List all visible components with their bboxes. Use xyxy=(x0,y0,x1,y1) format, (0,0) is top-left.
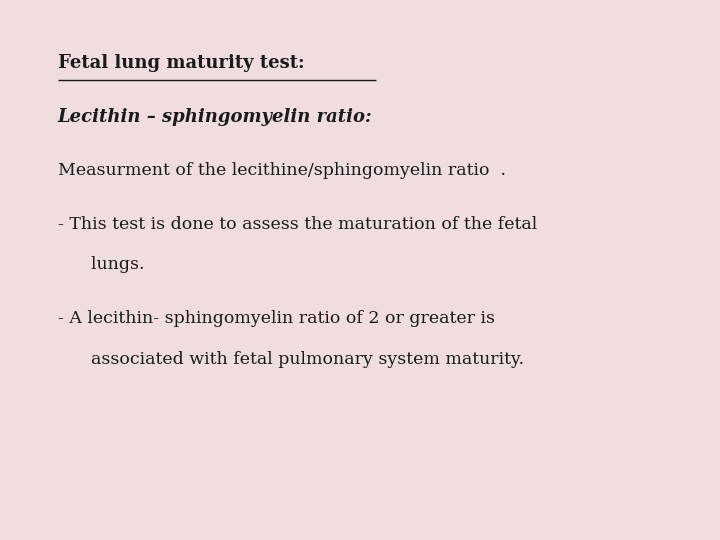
Text: Fetal lung maturity test:: Fetal lung maturity test: xyxy=(58,54,305,72)
Text: lungs.: lungs. xyxy=(58,256,144,273)
Text: - This test is done to assess the maturation of the fetal: - This test is done to assess the matura… xyxy=(58,216,537,233)
Text: - A lecithin- sphingomyelin ratio of 2 or greater is: - A lecithin- sphingomyelin ratio of 2 o… xyxy=(58,310,495,327)
Text: Lecithin – sphingomyelin ratio:: Lecithin – sphingomyelin ratio: xyxy=(58,108,372,126)
Text: Measurment of the lecithine/sphingomyelin ratio  .: Measurment of the lecithine/sphingomyeli… xyxy=(58,162,505,179)
Text: associated with fetal pulmonary system maturity.: associated with fetal pulmonary system m… xyxy=(58,351,523,368)
